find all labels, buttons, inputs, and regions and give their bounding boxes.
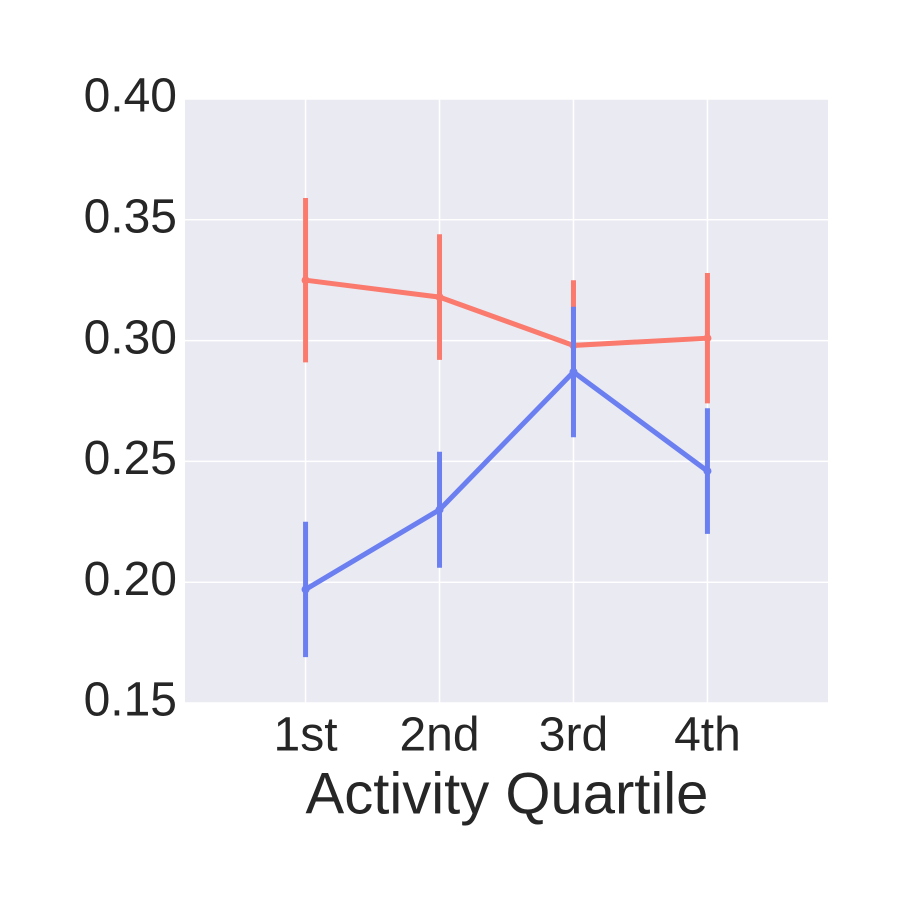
x-tick-label: 4th	[674, 709, 741, 762]
plot-area	[185, 99, 828, 703]
x-axis-label: Activity Quartile	[306, 761, 709, 826]
point	[435, 505, 444, 514]
x-tick-label: 1st	[274, 709, 338, 762]
point	[301, 585, 310, 594]
x-tick-label: 3rd	[539, 709, 608, 762]
point	[703, 467, 712, 476]
x-tick-label: 2nd	[399, 709, 479, 762]
point	[569, 368, 578, 377]
y-tick-label: 0.40	[84, 70, 177, 123]
y-tick-label: 0.20	[84, 553, 177, 606]
series-line	[304, 368, 709, 592]
y-tick-label: 0.25	[84, 432, 177, 485]
point	[435, 293, 444, 302]
y-tick-label: 0.35	[84, 190, 177, 243]
series-line	[305, 277, 708, 348]
y-tick-label: 0.30	[84, 311, 177, 364]
point	[301, 276, 310, 285]
point	[703, 334, 712, 343]
y-tick-label: 0.15	[84, 674, 177, 727]
